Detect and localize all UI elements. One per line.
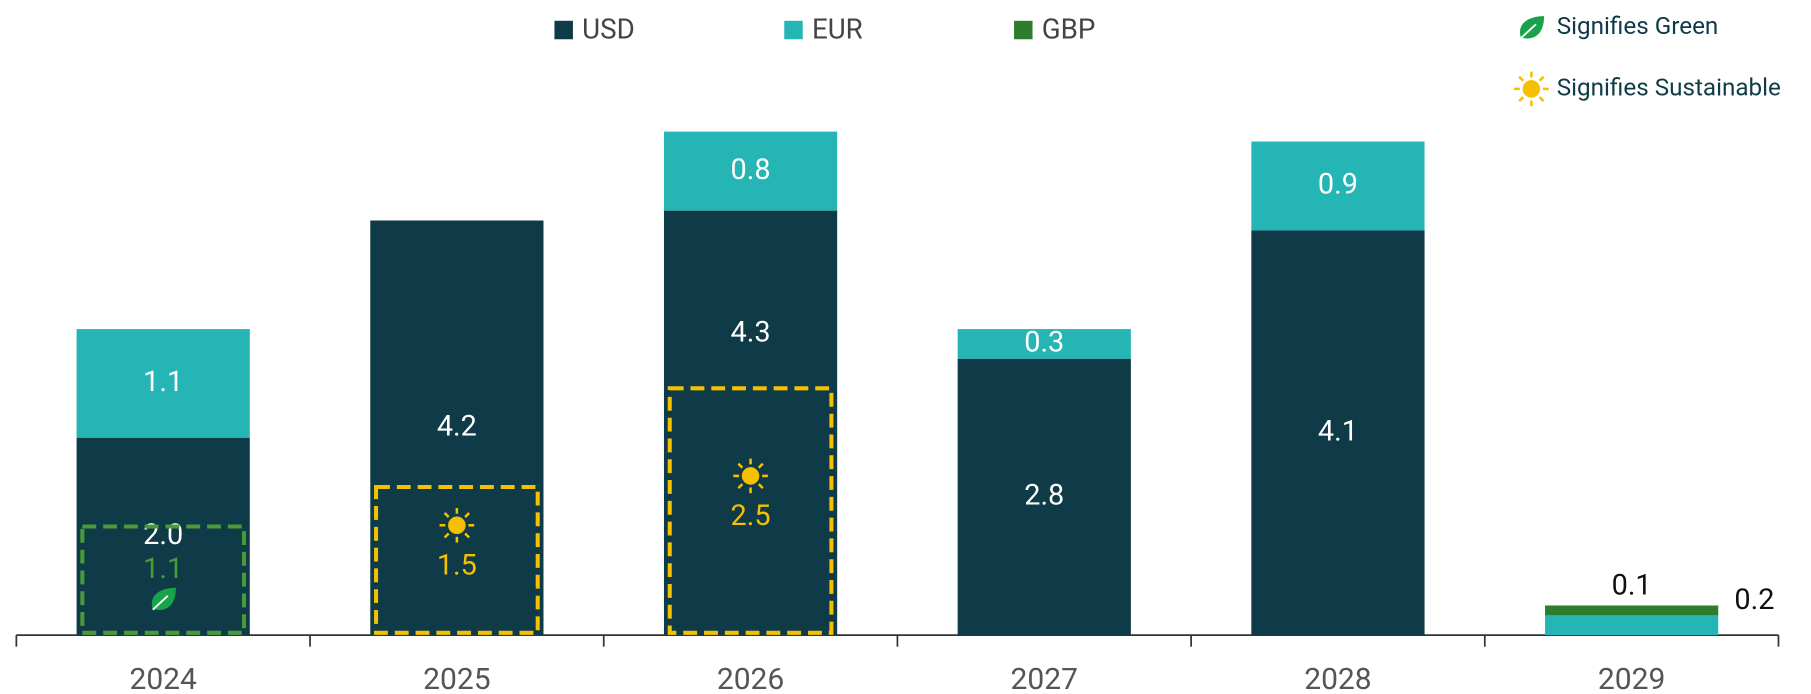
legend-note: Signifies Sustainable <box>1557 73 1781 101</box>
value-label: 0.8 <box>731 153 771 187</box>
bar-segment <box>663 131 838 211</box>
bar-segment <box>1251 141 1425 231</box>
highlight-box <box>667 386 834 635</box>
legend-swatch <box>1014 20 1033 40</box>
x-tick-label: 2029 <box>1598 662 1665 694</box>
value-label: 0.2 <box>1734 583 1774 617</box>
bar-segment <box>1251 230 1425 636</box>
value-label: 0.3 <box>1024 326 1064 360</box>
value-label: 0.9 <box>1318 168 1358 202</box>
highlight-icon <box>438 506 476 544</box>
bar-segment <box>1545 615 1719 636</box>
value-label: 2.8 <box>1024 479 1064 513</box>
bar-segment <box>957 329 1131 359</box>
value-label: 4.3 <box>731 316 771 350</box>
legend-swatch <box>554 20 573 40</box>
value-label: 4.2 <box>437 409 477 443</box>
bar-segment <box>957 358 1131 636</box>
x-tick-label: 2027 <box>1011 662 1078 694</box>
highlight-box <box>374 485 540 635</box>
highlight-value: 2.5 <box>731 499 771 533</box>
bar-segment <box>1545 605 1719 616</box>
bar-segment <box>370 220 544 636</box>
x-tick-label: 2025 <box>423 662 490 694</box>
bar-segment <box>76 329 250 438</box>
highlight-value: 1.1 <box>143 552 183 586</box>
legend-label: EUR <box>812 12 863 45</box>
value-label: 2.0 <box>143 518 183 552</box>
bar-segment <box>663 210 838 636</box>
x-tick-label: 2026 <box>717 662 784 694</box>
value-label: 0.1 <box>1612 569 1652 603</box>
x-tick-label: 2028 <box>1304 662 1371 694</box>
value-label: 1.1 <box>143 365 183 399</box>
highlight-icon <box>731 457 770 495</box>
highlight-box <box>80 524 247 635</box>
legend-swatch <box>784 20 803 40</box>
legend-note: Signifies Green <box>1557 12 1719 40</box>
legend-icon <box>1512 70 1550 108</box>
legend-label: GBP <box>1042 12 1096 45</box>
x-tick-label: 2024 <box>129 662 197 694</box>
legend-icon <box>1519 15 1545 40</box>
legend-label: USD <box>582 12 635 45</box>
highlight-value: 1.5 <box>437 548 477 582</box>
value-label: 4.1 <box>1318 414 1358 448</box>
